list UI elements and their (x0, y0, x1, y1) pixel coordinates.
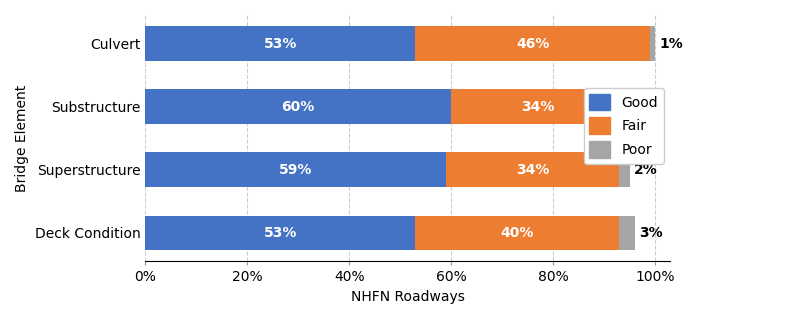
Bar (619, 152, 630, 187)
Bar (415, 26, 650, 61)
Text: 34%: 34% (521, 100, 554, 114)
Bar (145, 152, 446, 187)
Bar (446, 152, 619, 187)
Legend: Good, Fair, Poor: Good, Fair, Poor (584, 88, 663, 164)
Text: 53%: 53% (264, 226, 297, 240)
Text: 60%: 60% (282, 100, 314, 114)
Bar (415, 216, 619, 250)
Text: 59%: 59% (279, 163, 312, 177)
Text: 1%: 1% (659, 37, 683, 50)
Bar (625, 89, 630, 124)
Text: 1%: 1% (634, 100, 658, 114)
Bar (145, 216, 415, 250)
Text: 34%: 34% (516, 163, 550, 177)
Bar (145, 89, 451, 124)
Bar (451, 89, 625, 124)
X-axis label: NHFN Roadways: NHFN Roadways (351, 290, 465, 304)
Text: 2%: 2% (634, 163, 658, 177)
Y-axis label: Bridge Element: Bridge Element (15, 85, 29, 192)
Text: 3%: 3% (639, 226, 662, 240)
Text: 46%: 46% (516, 37, 550, 50)
Bar (650, 26, 655, 61)
Text: 53%: 53% (264, 37, 297, 50)
Bar (619, 216, 634, 250)
Text: 40%: 40% (501, 226, 534, 240)
Bar (145, 26, 415, 61)
